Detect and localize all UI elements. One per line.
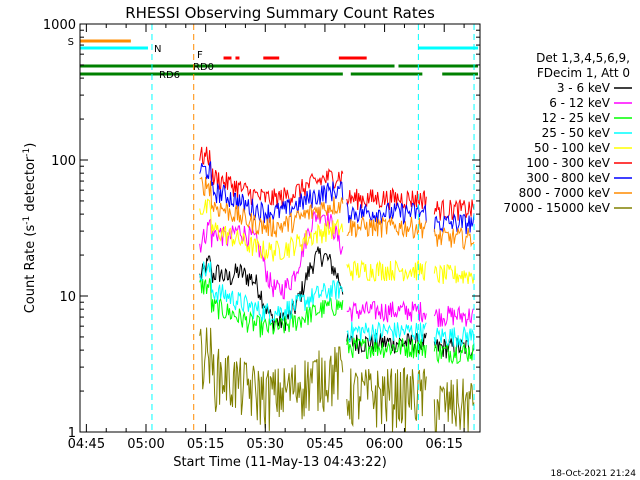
flag-label-n: N [154, 44, 161, 55]
legend-label-800-7000-kev: 800 - 7000 keV [519, 186, 611, 200]
series-line-100-300-kev [199, 146, 475, 221]
x-axis-label: Start Time (11-May-13 04:43:22) [173, 455, 387, 470]
legend-label-300-800-kev: 300 - 800 keV [526, 171, 610, 185]
y-tick-label: 1000 [43, 18, 76, 33]
flag-label-f: F [197, 50, 203, 61]
flag-label-s: S [68, 37, 74, 48]
y-axis-label-end: ) [23, 143, 38, 148]
x-tick-label: 06:00 [366, 437, 403, 452]
flag-label-rd0: RD0 [193, 62, 214, 73]
series-line-25-50-kev [199, 261, 475, 348]
series-line-300-800-kev [199, 161, 475, 235]
x-tick-label: 05:00 [127, 437, 164, 452]
legend-label-12-25-kev: 12 - 25 keV [542, 111, 611, 125]
y-tick-label: 10 [59, 290, 76, 305]
legend-label-3-6-kev: 3 - 6 keV [557, 81, 611, 95]
y-tick-label: 1 [68, 426, 76, 441]
y-axis-label-main: Count Rate (s [23, 225, 38, 314]
legend-label-25-50-kev: 25 - 50 keV [542, 126, 611, 140]
legend-label-50-100-kev: 50 - 100 keV [534, 141, 611, 155]
legend-label-7000-15000-kev: 7000 - 15000 keV [503, 201, 610, 215]
series-line-12-25-kev [199, 278, 475, 365]
series-line-7000-15000-kev [199, 327, 475, 433]
y-tick-label: 100 [51, 154, 76, 169]
y-axis-label-sup1: -1 [22, 216, 32, 225]
x-tick-label: 05:15 [187, 437, 224, 452]
plot-frame [79, 23, 481, 433]
legend-label-6-12-kev: 6 - 12 keV [549, 96, 611, 110]
legend-label-100-300-kev: 100 - 300 keV [526, 156, 610, 170]
series-lines [199, 146, 475, 433]
legend-header: FDecim 1, Att 0 [537, 66, 630, 80]
x-tick-label: 06:15 [425, 437, 462, 452]
chart-title: RHESSI Observing Summary Count Rates [125, 4, 435, 22]
vertical-markers [151, 24, 475, 432]
x-tick-label: 05:45 [306, 437, 343, 452]
series-line-50-100-kev [199, 198, 475, 285]
footer-date: 18-Oct-2021 21:24 [551, 469, 637, 479]
y-axis-label-mid: detector [23, 156, 38, 216]
flag-label-rd6: RD6 [159, 70, 180, 81]
x-tick-label: 05:30 [247, 437, 284, 452]
x-tick-label: 04:45 [68, 437, 105, 452]
series-line-6-12-kev [199, 207, 475, 328]
y-axis-ticks: 1 10 100 1000 [43, 18, 480, 441]
y-axis-label: Count Rate (s-1 detector-1) [22, 143, 38, 314]
legend: Det 1,3,4,5,6,9,FDecim 1, Att 03 - 6 keV… [503, 51, 632, 215]
legend-header: Det 1,3,4,5,6,9, [536, 51, 630, 65]
y-axis-label-sup2: -1 [22, 148, 32, 157]
series-line-800-7000-kev [199, 176, 475, 251]
x-axis-ticks: 04:45 05:00 05:15 05:30 05:45 06:00 06:15 [68, 24, 465, 452]
